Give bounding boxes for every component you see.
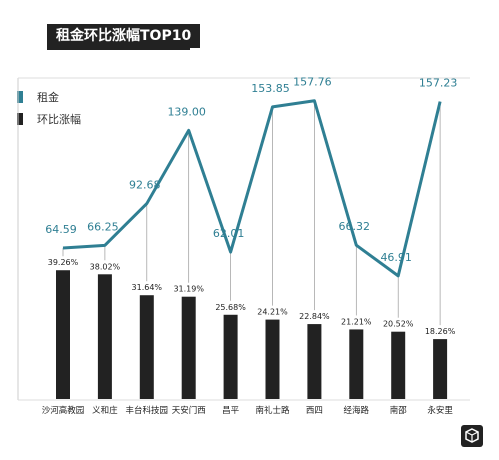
- line-value-label: 64.59: [45, 223, 77, 236]
- bar: [307, 324, 322, 399]
- bar-value-label: 31.19%: [173, 285, 204, 294]
- x-tick-label: 丰台科技园: [126, 405, 169, 416]
- legend-label-rent: 租金: [37, 91, 59, 104]
- rent-series-line: [62, 99, 442, 278]
- bar: [265, 319, 280, 399]
- legend-item-rent: 租金: [17, 86, 81, 108]
- x-tick-label: 经海路: [344, 405, 370, 416]
- bar-value-label: 18.26%: [425, 327, 456, 336]
- line-value-label: 92.68: [129, 179, 161, 192]
- x-tick-label: 南邵: [390, 405, 408, 416]
- line-value-label: 66.32: [339, 220, 371, 233]
- chart-title: 租金环比涨幅TOP10: [47, 24, 201, 48]
- bar-value-label: 21.21%: [341, 317, 372, 326]
- line-value-label: 62.01: [213, 227, 245, 240]
- bar: [97, 274, 112, 399]
- bar: [139, 295, 154, 399]
- x-tick-label: 义和庄: [92, 405, 118, 416]
- bar-value-label: 25.68%: [215, 303, 246, 312]
- cube-logo-icon: [461, 425, 483, 447]
- bar: [349, 329, 364, 399]
- line-value-label: 157.23: [419, 77, 458, 90]
- bar: [181, 296, 196, 399]
- bar-value-label: 39.26%: [48, 258, 79, 267]
- legend-swatch-mom-growth: [17, 113, 23, 125]
- legend-swatch-rent: [17, 91, 23, 103]
- line-value-label: 157.76: [293, 76, 332, 89]
- x-tick-label: 昌平: [222, 406, 240, 416]
- line-value-label: 139.00: [167, 105, 206, 118]
- bar-value-label: 20.52%: [383, 320, 414, 329]
- bar-value-label: 31.64%: [132, 283, 163, 292]
- line-value-label: 153.85: [251, 82, 290, 95]
- line-value-label: 46.91: [380, 251, 412, 264]
- legend: 租金 环比涨幅: [17, 86, 81, 130]
- bar: [433, 339, 448, 399]
- x-tick-label: 天安门西: [172, 405, 206, 416]
- legend-item-mom-growth: 环比涨幅: [17, 108, 81, 130]
- x-tick-label: 南礼士路: [255, 405, 290, 416]
- x-tick-label: 沙河高教园: [42, 405, 85, 416]
- legend-label-mom-growth: 环比涨幅: [37, 113, 81, 126]
- bar: [223, 314, 238, 399]
- x-tick-label: 西四: [306, 406, 323, 416]
- title-underline: [47, 48, 190, 50]
- bar: [391, 331, 406, 399]
- line-value-label: 66.25: [87, 220, 119, 233]
- bar-value-label: 22.84%: [299, 312, 330, 321]
- bar-value-label: 24.21%: [257, 308, 288, 317]
- bar-value-label: 38.02%: [90, 262, 121, 271]
- bar: [56, 270, 70, 399]
- x-tick-label: 永安里: [427, 405, 453, 416]
